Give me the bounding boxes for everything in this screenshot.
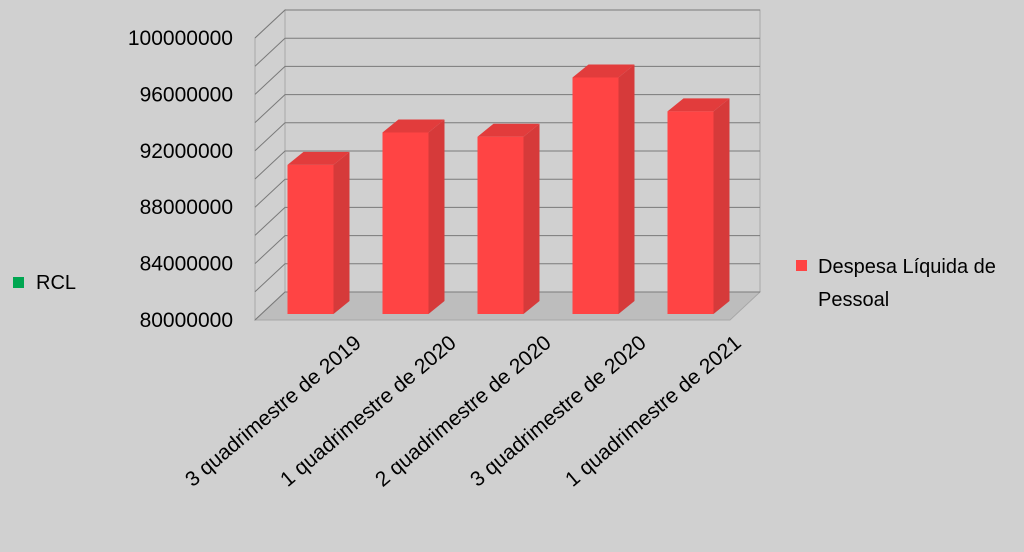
legend-despesa-swatch — [796, 260, 807, 271]
bar — [667, 98, 730, 314]
x-tick-label: 1 quadrimestre de 2021 — [561, 331, 746, 491]
bar-front — [572, 77, 619, 314]
bar-top — [572, 64, 635, 78]
bar — [382, 119, 445, 314]
y-axis-tick-labels: 80000000 84000000 88000000 92000000 96000000… — [128, 27, 233, 332]
x-tick-label: 3 quadrimestre de 2019 — [181, 331, 366, 491]
bar-top — [667, 98, 730, 112]
gridline — [254, 65, 760, 95]
y-tick-label: 80000000 — [140, 309, 233, 332]
legend-rcl: RCL — [13, 272, 76, 294]
gridline — [254, 9, 760, 39]
bar-side — [428, 119, 445, 314]
legend-despesa-label-line2: Pessoal — [818, 289, 889, 311]
y-tick-label: 88000000 — [140, 196, 233, 219]
x-tick-label: 1 quadrimestre de 2020 — [276, 331, 461, 491]
y-tick-label: 84000000 — [140, 253, 233, 276]
x-tick-label: 3 quadrimestre de 2020 — [466, 331, 651, 491]
bars — [287, 64, 730, 314]
bar-front — [667, 111, 714, 314]
bar — [477, 123, 540, 314]
bar-top — [477, 123, 540, 137]
bar-side — [713, 98, 730, 314]
bar-side — [333, 151, 350, 314]
gridline — [254, 37, 760, 67]
bar — [572, 64, 635, 314]
y-tick-label: 92000000 — [140, 140, 233, 163]
legend-despesa-label-line1: Despesa Líquida de — [818, 256, 996, 278]
bar-top — [382, 119, 445, 133]
y-tick-label: 96000000 — [140, 83, 233, 106]
legend-despesa: Despesa Líquida de Pessoal — [796, 256, 996, 311]
x-tick-label: 2 quadrimestre de 2020 — [371, 331, 556, 491]
bar-side — [523, 123, 540, 314]
legend-rcl-label: RCL — [36, 272, 76, 294]
bar — [287, 151, 350, 314]
bar-top — [287, 151, 350, 165]
bar-front — [287, 164, 334, 314]
bar-side — [618, 64, 635, 314]
bar-front — [477, 136, 524, 314]
y-tick-label: 100000000 — [128, 27, 233, 50]
legend-rcl-swatch — [13, 277, 24, 288]
bar-front — [382, 132, 429, 314]
